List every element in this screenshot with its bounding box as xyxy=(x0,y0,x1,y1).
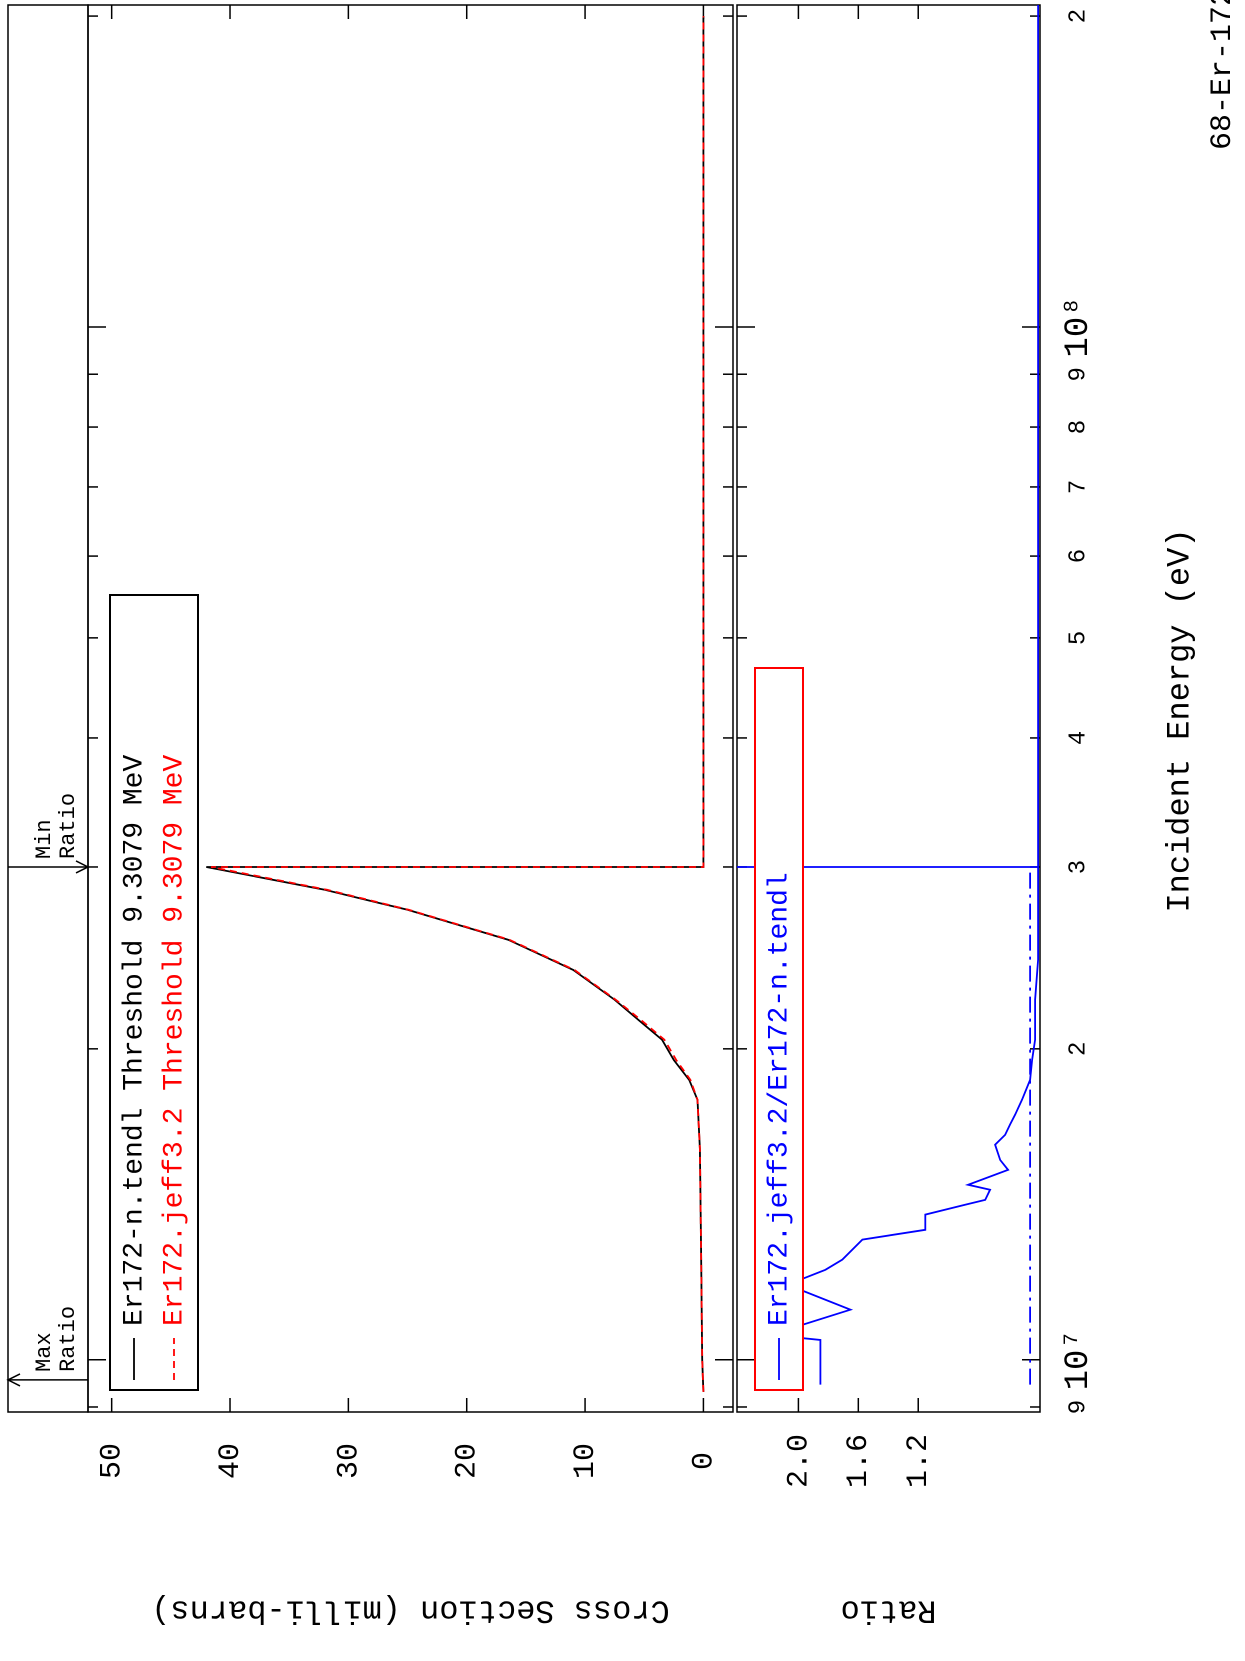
legend-label: Er172-n.tendl Threshold 9.3079 MeV xyxy=(119,755,150,1326)
legend-label: Er172.jeff3.2 Threshold 9.3079 MeV xyxy=(159,755,190,1326)
x-tick-label: 8 xyxy=(1065,420,1092,434)
y-tick-label: 0 xyxy=(687,1452,721,1470)
annotation-text: Min xyxy=(32,819,57,859)
annotation-text: Ratio xyxy=(56,1306,81,1372)
x-tick-label: 10⁷ xyxy=(1060,1329,1098,1390)
arrow-head xyxy=(6,1373,21,1387)
legend-box xyxy=(109,594,199,1391)
y-axis-label: Ratio xyxy=(840,1592,936,1629)
panel-frame xyxy=(736,4,1041,1413)
annotation-text: Max xyxy=(32,1332,57,1372)
annotation-band xyxy=(7,4,89,1413)
arrow-head xyxy=(75,860,90,874)
corner-label: 68-Er-172 xyxy=(1206,0,1240,150)
x-tick-label: 10⁸ xyxy=(1060,296,1098,357)
y-tick-label: 40 xyxy=(214,1443,248,1479)
x-tick-label: 7 xyxy=(1065,480,1092,494)
series-line xyxy=(206,16,705,1392)
y-tick-label: 1.6 xyxy=(842,1434,876,1488)
legend-box xyxy=(754,667,804,1391)
x-tick-label: 3 xyxy=(1065,860,1092,874)
y-tick-label: 1.2 xyxy=(902,1434,936,1488)
x-axis-label: Incident Energy (eV) xyxy=(1161,528,1198,912)
x-tick-label: 5 xyxy=(1065,631,1092,645)
x-tick-label: 6 xyxy=(1065,549,1092,563)
plot-area: 0 10 20 30 40 50 Cross Section (milli-barns) Er… xyxy=(6,0,1240,1629)
x-tick-label: 2 xyxy=(1065,9,1092,23)
x-tick-label: 2 xyxy=(1065,1042,1092,1056)
annotation-text: Ratio xyxy=(56,793,81,859)
y-tick-label: 30 xyxy=(332,1443,366,1479)
x-tick-label: 9 xyxy=(1065,367,1092,381)
y-axis-label: Cross Section (milli-barns) xyxy=(151,1592,669,1629)
y-tick-label: 10 xyxy=(569,1443,603,1479)
panel-frame xyxy=(87,4,734,1413)
x-tick-label: 4 xyxy=(1065,731,1092,745)
legend-label: Er172.jeff3.2/Er172-n.tendl xyxy=(764,872,795,1326)
x-tick-label: 9 xyxy=(1065,1400,1092,1414)
y-tick-label: 50 xyxy=(96,1443,130,1479)
y-tick-label: 20 xyxy=(451,1443,485,1479)
series-line xyxy=(737,5,1039,1385)
series-line xyxy=(210,16,705,1392)
y-tick-label: 2.0 xyxy=(782,1434,816,1488)
